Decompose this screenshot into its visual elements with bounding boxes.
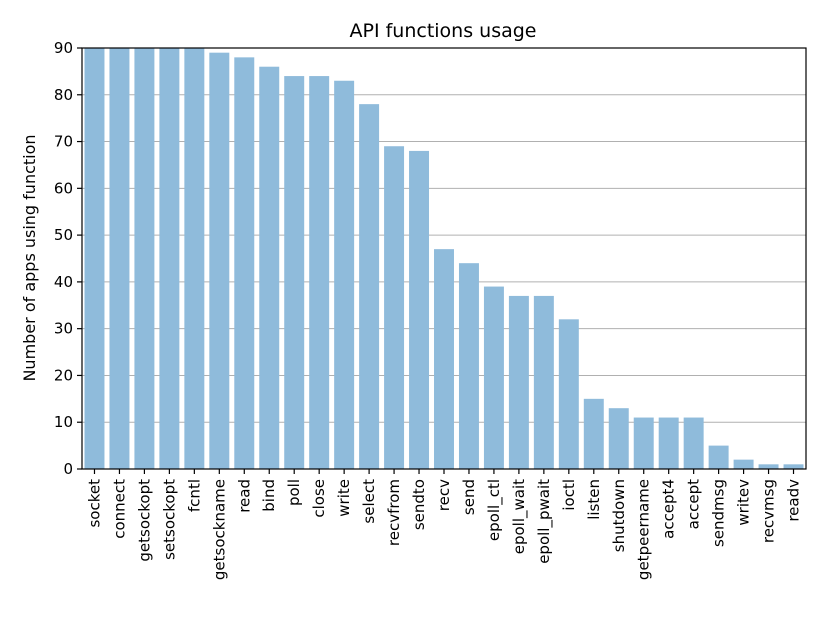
bar-getsockname	[209, 52, 230, 470]
x-tick-label: listen	[585, 479, 603, 520]
x-axis-ticks: socket connect getsockopt setsockopt fcntl ge…	[85, 469, 803, 580]
bar-select	[359, 104, 380, 469]
y-axis-label: Number of apps using function	[20, 134, 39, 381]
x-tick-label: epoll_pwait	[535, 479, 554, 564]
bar-setsockopt	[159, 48, 180, 469]
bars	[84, 48, 804, 470]
x-tick-label: recvfrom	[385, 479, 403, 546]
x-tick-label: read	[235, 479, 253, 513]
x-tick-label: sendmsg	[710, 479, 728, 547]
bar-writev	[733, 459, 754, 469]
x-tick-label: writev	[735, 479, 753, 526]
x-tick-label: bind	[260, 479, 278, 512]
y-axis-ticks: 0 10 20 30 40 50 60 70 80 90	[54, 39, 82, 478]
bar-bind	[259, 66, 280, 469]
x-tick-label: accept4	[660, 479, 678, 539]
bar-read	[234, 57, 255, 469]
y-tick-label: 80	[54, 86, 73, 104]
bar-getsockopt	[134, 48, 155, 469]
x-tick-label: poll	[285, 479, 303, 506]
x-tick-label: ioctl	[560, 479, 578, 511]
bar-recvfrom	[384, 146, 405, 469]
bar-ioctl	[558, 319, 579, 469]
x-tick-label: readv	[785, 479, 803, 522]
x-tick-label: close	[310, 479, 328, 518]
bar-listen	[583, 398, 604, 469]
bar-write	[334, 80, 355, 469]
bar-accept	[683, 417, 704, 469]
x-tick-label: write	[335, 479, 353, 517]
y-tick-label: 20	[54, 366, 73, 384]
y-tick-label: 70	[54, 133, 73, 151]
bar-fcntl	[184, 48, 205, 469]
x-tick-label: fcntl	[185, 479, 203, 512]
x-tick-label: epoll_wait	[510, 479, 529, 554]
x-tick-label: connect	[110, 479, 128, 539]
bar-epoll_wait	[508, 295, 529, 469]
x-tick-label: getsockopt	[135, 479, 153, 562]
y-tick-label: 90	[54, 39, 73, 57]
x-tick-label: recv	[435, 479, 453, 511]
x-tick-label: recvmsg	[760, 479, 778, 543]
y-tick-label: 30	[54, 320, 73, 338]
x-tick-label: shutdown	[610, 479, 628, 552]
bar-epoll_pwait	[533, 295, 554, 469]
bar-accept4	[658, 417, 679, 469]
bar-connect	[109, 48, 130, 469]
x-tick-label: getsockname	[210, 479, 228, 580]
bar-sendmsg	[708, 445, 729, 469]
x-tick-label: select	[360, 479, 378, 524]
bar-recvmsg	[758, 464, 779, 469]
bar-socket	[84, 48, 105, 469]
bar-send	[458, 263, 479, 469]
y-tick-label: 60	[54, 179, 73, 197]
bar-shutdown	[608, 408, 629, 469]
bar-getpeername	[633, 417, 654, 469]
y-tick-label: 10	[54, 413, 73, 431]
bar-epoll_ctl	[483, 286, 504, 469]
x-tick-label: accept	[685, 479, 703, 529]
y-tick-label: 0	[63, 460, 73, 478]
bar-sendto	[409, 150, 430, 469]
x-tick-label: epoll_ctl	[485, 479, 504, 541]
chart-title: API functions usage	[350, 20, 537, 42]
x-tick-label: socket	[85, 479, 103, 528]
bar-recv	[434, 249, 454, 469]
x-tick-label: sendto	[410, 479, 428, 530]
x-tick-label: setsockopt	[160, 479, 178, 560]
bar-close	[309, 76, 330, 470]
x-tick-label: send	[460, 479, 478, 515]
x-tick-label: getpeername	[635, 479, 653, 580]
bar-poll	[284, 76, 305, 470]
y-tick-label: 50	[54, 226, 73, 244]
y-tick-label: 40	[54, 273, 73, 291]
bar-readv	[783, 464, 804, 469]
